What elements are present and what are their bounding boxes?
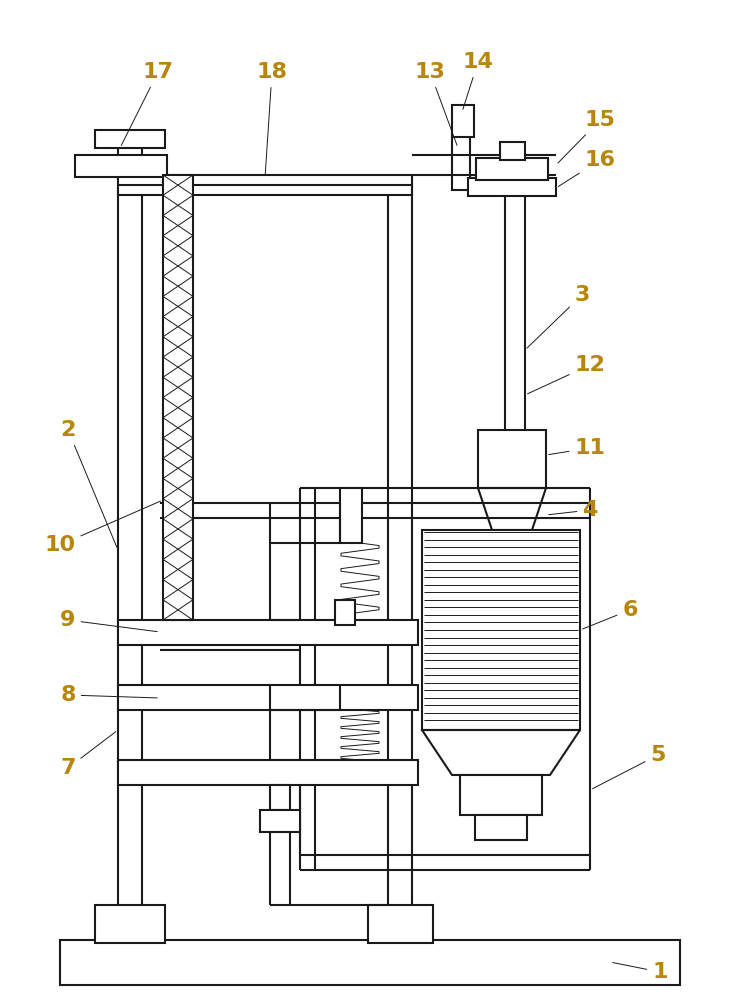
Text: 3: 3 xyxy=(527,285,589,348)
Text: 12: 12 xyxy=(527,355,605,394)
Bar xyxy=(500,142,525,160)
Bar xyxy=(335,600,355,625)
Bar xyxy=(118,685,418,710)
Text: 10: 10 xyxy=(44,501,161,555)
Bar xyxy=(478,430,546,488)
Text: 5: 5 xyxy=(592,745,666,789)
Bar xyxy=(95,905,165,943)
Bar xyxy=(460,775,542,815)
Text: 15: 15 xyxy=(558,110,616,163)
Bar xyxy=(452,135,470,190)
Text: 14: 14 xyxy=(462,52,494,109)
Text: 2: 2 xyxy=(61,420,117,547)
Bar xyxy=(270,785,290,810)
Text: 9: 9 xyxy=(61,610,158,632)
Bar xyxy=(163,175,193,620)
Text: 6: 6 xyxy=(583,600,638,629)
Text: 1: 1 xyxy=(613,962,668,982)
Bar xyxy=(260,810,300,832)
Text: 4: 4 xyxy=(549,500,598,520)
Bar xyxy=(476,158,548,180)
Text: 11: 11 xyxy=(549,438,606,458)
Bar xyxy=(118,760,418,785)
Bar xyxy=(452,105,474,137)
Text: 8: 8 xyxy=(61,685,157,705)
Text: 13: 13 xyxy=(415,62,457,145)
Text: 7: 7 xyxy=(61,732,116,778)
Bar xyxy=(118,620,418,645)
Bar xyxy=(75,155,167,177)
Bar xyxy=(422,530,580,730)
Text: 17: 17 xyxy=(121,62,173,146)
Bar xyxy=(368,905,433,943)
Bar xyxy=(118,175,412,195)
Bar xyxy=(468,178,556,196)
Bar xyxy=(475,815,527,840)
Text: 18: 18 xyxy=(256,62,288,175)
Text: 16: 16 xyxy=(558,150,616,187)
Bar xyxy=(340,488,362,543)
Bar xyxy=(95,130,165,148)
Bar xyxy=(60,940,680,985)
